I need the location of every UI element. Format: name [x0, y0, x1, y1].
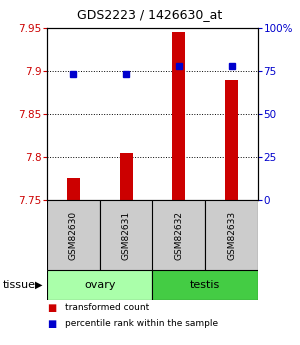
Text: ■: ■	[47, 319, 56, 329]
Bar	[47, 200, 100, 270]
Text: ■: ■	[47, 303, 56, 313]
Text: GSM82631: GSM82631	[122, 210, 130, 259]
Text: transformed count: transformed count	[65, 304, 149, 313]
Text: tissue: tissue	[3, 280, 36, 290]
Text: ▶: ▶	[35, 280, 43, 290]
Bar	[152, 200, 205, 270]
Bar	[47, 270, 152, 300]
Bar	[172, 32, 185, 200]
Text: GSM82632: GSM82632	[174, 210, 183, 259]
Bar	[67, 178, 80, 200]
Bar	[152, 270, 258, 300]
Bar	[205, 200, 258, 270]
Bar	[100, 200, 152, 270]
Bar	[119, 153, 133, 200]
Text: percentile rank within the sample: percentile rank within the sample	[65, 319, 218, 328]
Text: ovary: ovary	[84, 280, 116, 290]
Text: testis: testis	[190, 280, 220, 290]
Text: GSM82633: GSM82633	[227, 210, 236, 259]
Text: GDS2223 / 1426630_at: GDS2223 / 1426630_at	[77, 8, 223, 21]
Text: GSM82630: GSM82630	[69, 210, 78, 259]
Bar	[225, 80, 238, 200]
